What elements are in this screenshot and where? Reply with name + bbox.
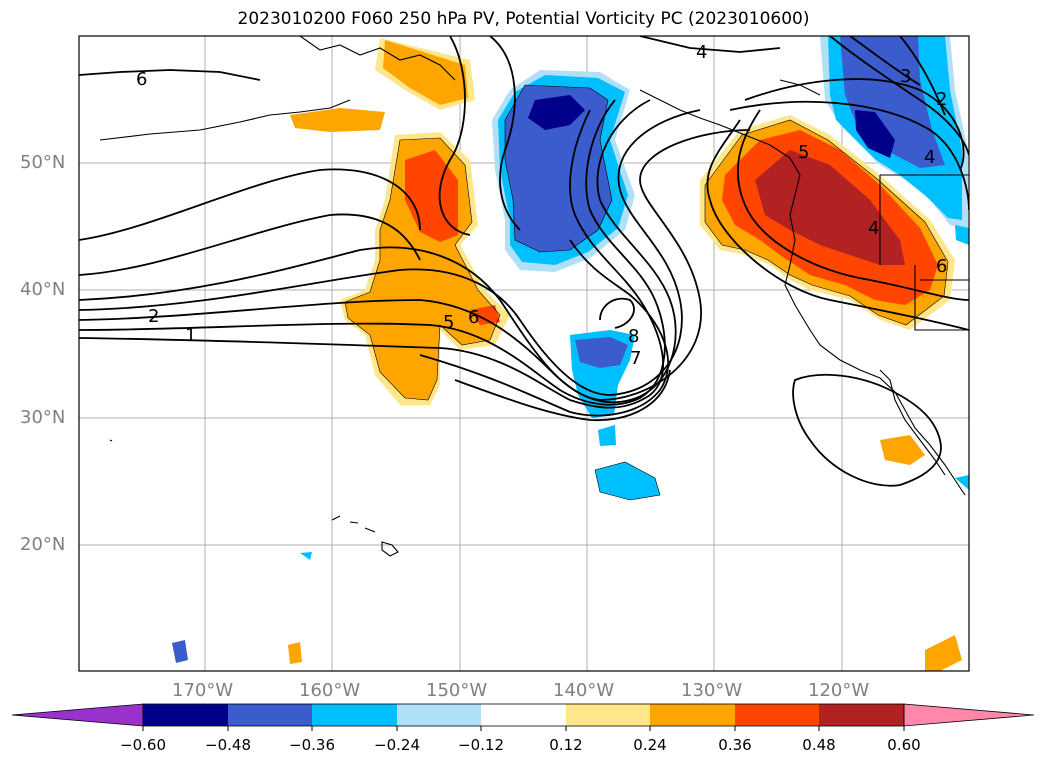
- contour-label: 1: [185, 325, 196, 346]
- contour-label: 6: [936, 256, 947, 277]
- coastlines: [99, 36, 969, 557]
- negative-anomaly-fill: [172, 36, 969, 663]
- lon-label: 150°W: [426, 680, 488, 701]
- contour-label: 6: [468, 307, 479, 328]
- lat-label: 30°N: [20, 407, 66, 428]
- lon-label: 170°W: [172, 680, 234, 701]
- contour-label: 7: [630, 348, 641, 369]
- contour-label: 5: [443, 312, 454, 333]
- lon-label: 120°W: [808, 680, 870, 701]
- positive-anomaly-fill: [288, 38, 962, 671]
- colorbar-tick-label: 0.24: [633, 736, 667, 754]
- contour-label: 6: [136, 69, 147, 90]
- colorbar-tick-label: 0.12: [549, 736, 583, 754]
- colorbar-tick-label: −0.36: [289, 736, 335, 754]
- lon-label: 160°W: [299, 680, 361, 701]
- colorbar-tick-label: −0.48: [205, 736, 251, 754]
- contour-label: 2: [148, 306, 159, 327]
- contour-label: 3: [900, 66, 911, 87]
- lon-label: 130°W: [681, 680, 743, 701]
- contour-label: 4: [696, 42, 707, 63]
- lat-label: 50°N: [20, 152, 66, 173]
- contour-label: 2: [936, 89, 947, 110]
- colorbar-tick-label: −0.12: [458, 736, 504, 754]
- colorbar-tick-label: −0.24: [374, 736, 420, 754]
- contour-label: 5: [798, 142, 809, 163]
- colorbar-tick-label: 0.60: [887, 736, 921, 754]
- chart-title: 2023010200 F060 250 hPa PV, Potential Vo…: [237, 9, 810, 29]
- colorbar-tick-label: 0.36: [718, 736, 752, 754]
- lon-label: 140°W: [553, 680, 615, 701]
- lat-label: 20°N: [20, 534, 66, 555]
- contour-label: 4: [868, 218, 879, 239]
- contour-label: 4: [924, 147, 935, 168]
- lat-label: 40°N: [20, 279, 66, 300]
- colorbar: [11, 703, 1035, 731]
- map-frame: [78, 35, 970, 672]
- anomaly-outlines: [344, 84, 949, 501]
- pv-contours: [79, 36, 969, 487]
- colorbar-tick-label: 0.48: [802, 736, 836, 754]
- contour-label: 8: [628, 326, 639, 347]
- colorbar-tick-label: −0.60: [120, 736, 166, 754]
